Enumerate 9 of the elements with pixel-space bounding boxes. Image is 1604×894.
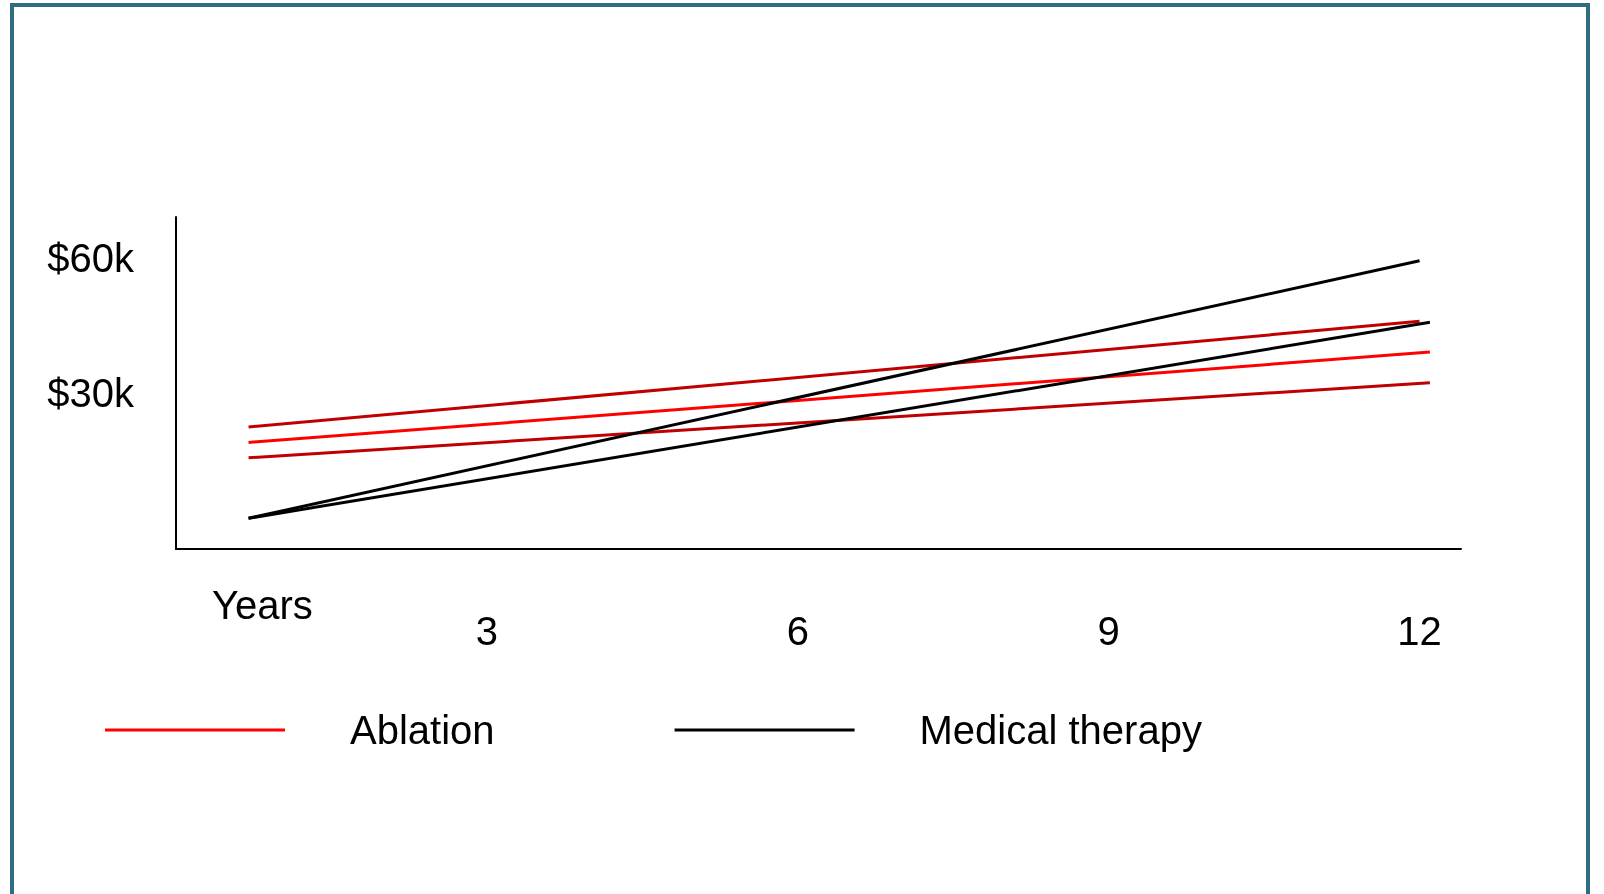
x-tick-label: 12 [1397, 609, 1442, 653]
x-tick-label: 3 [475, 609, 499, 653]
x-tick-label: 9 [1097, 609, 1120, 653]
legend-label: Medical therapy [919, 708, 1202, 752]
y-tick-label: $30k [47, 371, 135, 416]
legend-label: Ablation [350, 708, 495, 752]
x-tick-label: 6 [786, 609, 809, 653]
y-tick-label: $60k [47, 235, 135, 280]
x-axis-title: Years [212, 583, 313, 627]
